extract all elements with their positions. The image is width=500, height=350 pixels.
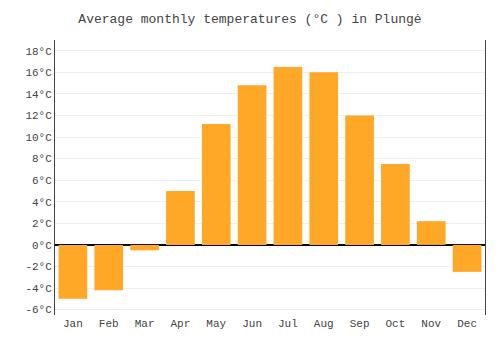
svg-text:-4°C: -4°C [25,283,52,295]
svg-text:Jul: Jul [278,318,298,330]
svg-text:8°C: 8°C [32,153,52,165]
svg-text:2°C: 2°C [32,218,52,230]
svg-text:-2°C: -2°C [25,261,52,273]
svg-text:0°C: 0°C [32,240,52,252]
svg-text:Mar: Mar [135,318,155,330]
svg-text:Feb: Feb [99,318,119,330]
svg-text:Average monthly temperatures (: Average monthly temperatures (°C ) in Pl… [78,12,421,27]
svg-text:14°C: 14°C [25,89,52,101]
svg-text:10°C: 10°C [25,132,52,144]
svg-text:16°C: 16°C [25,67,52,79]
svg-text:Aug: Aug [314,318,334,330]
svg-text:Jan: Jan [63,318,83,330]
svg-text:Apr: Apr [171,318,191,330]
svg-text:18°C: 18°C [25,46,52,58]
svg-text:Jun: Jun [242,318,262,330]
svg-text:May: May [206,318,226,330]
svg-text:Oct: Oct [386,318,406,330]
svg-text:6°C: 6°C [32,175,52,187]
svg-text:Sep: Sep [350,318,370,330]
svg-text:12°C: 12°C [25,110,52,122]
svg-text:Nov: Nov [421,318,441,330]
svg-text:-6°C: -6°C [25,304,52,316]
svg-text:Dec: Dec [457,318,477,330]
svg-text:4°C: 4°C [32,197,52,209]
